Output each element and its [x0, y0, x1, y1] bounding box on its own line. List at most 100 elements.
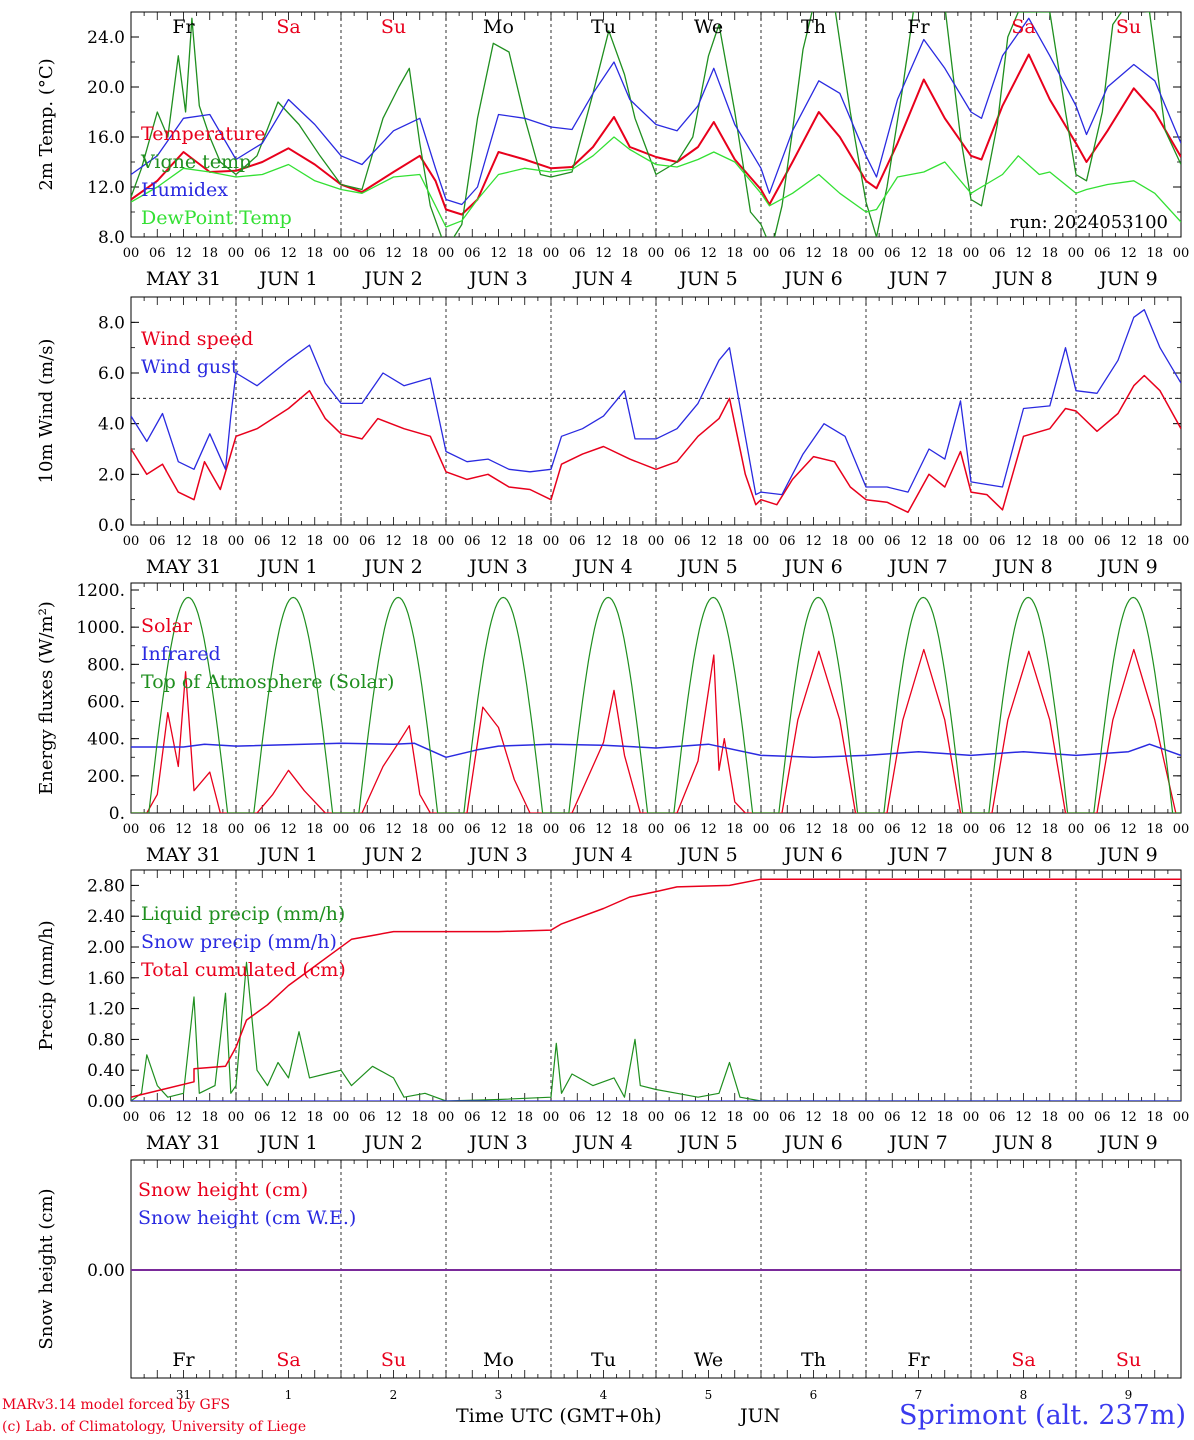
hour-tick-label: 12 — [595, 534, 612, 549]
hour-tick-label: 12 — [280, 822, 297, 837]
hour-tick-label: 00 — [753, 822, 770, 837]
hour-tick-label: 12 — [700, 1110, 717, 1125]
series-line-wind-speed — [131, 374, 1181, 514]
hour-tick-label: 00 — [228, 534, 245, 549]
hour-tick-label: 00 — [123, 1110, 140, 1125]
hour-tick-label: 18 — [726, 1110, 743, 1125]
date-label: MAY 31 — [146, 1132, 221, 1154]
hour-tick-label: 18 — [306, 246, 323, 261]
hour-tick-label: 00 — [228, 1110, 245, 1125]
date-label: JUN 3 — [467, 556, 527, 578]
hour-tick-label: 00 — [1173, 1110, 1190, 1125]
hour-tick-label: 12 — [175, 822, 192, 837]
weekday-label: Fr — [172, 1349, 195, 1371]
hour-tick-label: 12 — [1120, 822, 1137, 837]
hour-tick-label: 18 — [516, 246, 533, 261]
y-tick-label: 1.60 — [87, 969, 125, 989]
hour-tick-label: 06 — [569, 534, 586, 549]
y-tick-label: 0.80 — [87, 1030, 125, 1050]
hour-tick-label: 06 — [359, 1110, 376, 1125]
hour-tick-label: 00 — [858, 534, 875, 549]
hour-tick-label: 00 — [858, 246, 875, 261]
hour-tick-label: 00 — [228, 822, 245, 837]
hour-tick-label: 06 — [569, 822, 586, 837]
y-tick-label: 600. — [87, 693, 125, 713]
hour-tick-label: 06 — [464, 534, 481, 549]
hour-tick-label: 00 — [753, 534, 770, 549]
date-label: MAY 31 — [146, 844, 221, 866]
hour-tick-label: 12 — [910, 246, 927, 261]
hour-tick-label: 00 — [438, 534, 455, 549]
hour-tick-label: 12 — [280, 534, 297, 549]
hour-tick-label: 18 — [726, 246, 743, 261]
hour-tick-label: 06 — [989, 534, 1006, 549]
panel-2: 0.0 2.0 4.0 6.0 8.0 10m Wind (m/s) Wind speed W… — [36, 296, 1189, 578]
day-number-label: 1 — [285, 1388, 293, 1402]
day-number-label: 8 — [1020, 1388, 1028, 1402]
hour-tick-label: 06 — [989, 1110, 1006, 1125]
y-tick-label: 200. — [87, 767, 125, 787]
hour-tick-label: 06 — [674, 534, 691, 549]
hour-tick-label: 00 — [438, 822, 455, 837]
y-tick-label: 12.0 — [87, 178, 125, 198]
y-tick-label: 16.0 — [87, 128, 125, 148]
hour-tick-label: 18 — [936, 822, 953, 837]
hour-tick-label: 12 — [1120, 534, 1137, 549]
hour-tick-label: 18 — [411, 1110, 428, 1125]
y-tick-label: 0.40 — [87, 1061, 125, 1081]
run-label: run: 2024053100 — [1010, 212, 1168, 233]
date-label: JUN 1 — [257, 844, 317, 866]
legend-entry: DewPoint Temp — [141, 207, 292, 229]
date-label: JUN 8 — [992, 268, 1052, 290]
hour-tick-label: 00 — [333, 1110, 350, 1125]
y-tick-label: 0.00 — [87, 1261, 125, 1281]
weekday-label: Su — [1116, 16, 1141, 38]
hour-tick-label: 06 — [1094, 1110, 1111, 1125]
hour-tick-label: 12 — [280, 246, 297, 261]
y-axis-label: Precip (mm/h) — [36, 920, 57, 1050]
date-label: JUN 8 — [992, 556, 1052, 578]
series-line-vigne-temp — [131, 12, 1181, 237]
hour-tick-label: 18 — [936, 1110, 953, 1125]
day-number-label: 4 — [600, 1388, 608, 1402]
legend-entry: Wind speed — [141, 328, 253, 350]
y-tick-label: 6.0 — [98, 364, 125, 384]
date-label: MAY 31 — [146, 556, 221, 578]
series-line-solar — [131, 648, 1181, 813]
date-label: JUN 1 — [257, 1132, 317, 1154]
hour-tick-label: 18 — [831, 246, 848, 261]
hour-tick-label: 06 — [884, 1110, 901, 1125]
series-group — [131, 596, 1181, 813]
series-group — [131, 12, 1181, 237]
hour-tick-label: 00 — [123, 246, 140, 261]
hour-tick-label: 00 — [1173, 822, 1190, 837]
legend-entry: Snow height (cm) — [138, 1179, 308, 1201]
hour-tick-label: 12 — [490, 534, 507, 549]
hour-tick-label: 00 — [648, 534, 665, 549]
hour-tick-label: 12 — [595, 822, 612, 837]
hour-tick-label: 18 — [726, 534, 743, 549]
hour-tick-label: 06 — [674, 246, 691, 261]
hour-tick-label: 12 — [385, 534, 402, 549]
hour-tick-label: 00 — [963, 1110, 980, 1125]
hour-tick-label: 18 — [1146, 1110, 1163, 1125]
y-tick-label: 24.0 — [87, 28, 125, 48]
model-credit: MARv3.14 model forced by GFS — [2, 1397, 231, 1413]
hour-tick-label: 06 — [779, 246, 796, 261]
y-tick-label: 800. — [87, 655, 125, 675]
y-tick-label: 1200. — [76, 581, 125, 601]
hour-tick-label: 12 — [490, 822, 507, 837]
hour-tick-label: 00 — [333, 822, 350, 837]
hour-tick-label: 06 — [779, 822, 796, 837]
hour-tick-label: 00 — [963, 534, 980, 549]
date-label: JUN 6 — [782, 268, 842, 290]
panel-1: 8.0 12.0 16.0 20.0 24.0 2m Temp. (°C) Temperat… — [36, 11, 1189, 290]
hour-tick-label: 00 — [333, 246, 350, 261]
hour-tick-label: 06 — [884, 534, 901, 549]
hour-tick-label: 12 — [490, 1110, 507, 1125]
hour-tick-label: 12 — [280, 1110, 297, 1125]
hour-tick-label: 00 — [543, 822, 560, 837]
date-label: JUN 4 — [572, 1132, 632, 1154]
hour-tick-label: 06 — [359, 246, 376, 261]
time-axis-label: Time UTC (GMT+0h) — [456, 1405, 662, 1427]
